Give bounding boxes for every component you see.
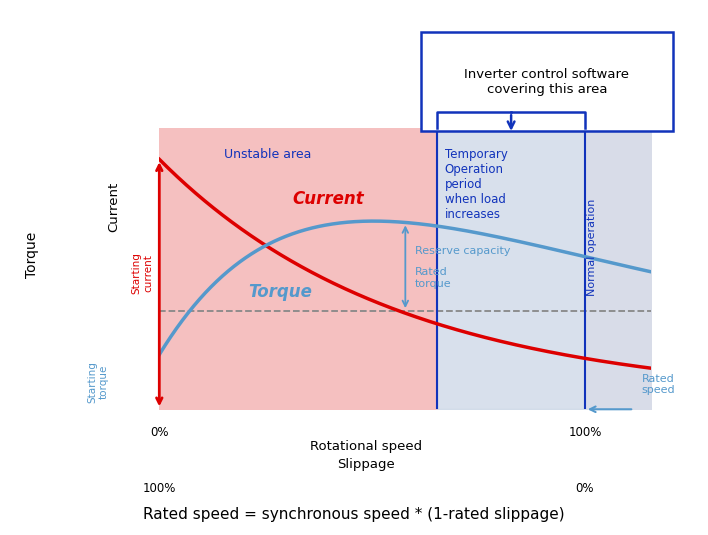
Text: Rated speed = synchronous speed * (1-rated slippage): Rated speed = synchronous speed * (1-rat…: [143, 507, 565, 522]
Text: Starting
torque: Starting torque: [87, 361, 108, 403]
Text: Current: Current: [107, 182, 120, 232]
Text: 100%: 100%: [142, 483, 176, 495]
Text: Rated
speed: Rated speed: [641, 373, 675, 395]
Text: Current: Current: [292, 190, 364, 208]
Text: Normal operation: Normal operation: [588, 198, 598, 296]
Text: Reserve capacity: Reserve capacity: [415, 246, 510, 256]
Text: Torque: Torque: [248, 283, 312, 301]
Text: Rotational speed: Rotational speed: [310, 440, 422, 453]
Text: Starting
current: Starting current: [131, 252, 153, 294]
Text: Inverter control software
covering this area: Inverter control software covering this …: [464, 67, 629, 96]
Text: Slippage: Slippage: [337, 458, 395, 471]
Text: Temporary
Operation
period
when load
increases: Temporary Operation period when load inc…: [445, 148, 508, 221]
Text: Unstable area: Unstable area: [224, 148, 312, 161]
Text: 0%: 0%: [576, 483, 594, 495]
Text: 0%: 0%: [150, 426, 169, 439]
Text: Rated
torque: Rated torque: [415, 267, 452, 289]
Text: 100%: 100%: [569, 426, 602, 439]
Text: Torque: Torque: [25, 232, 39, 278]
